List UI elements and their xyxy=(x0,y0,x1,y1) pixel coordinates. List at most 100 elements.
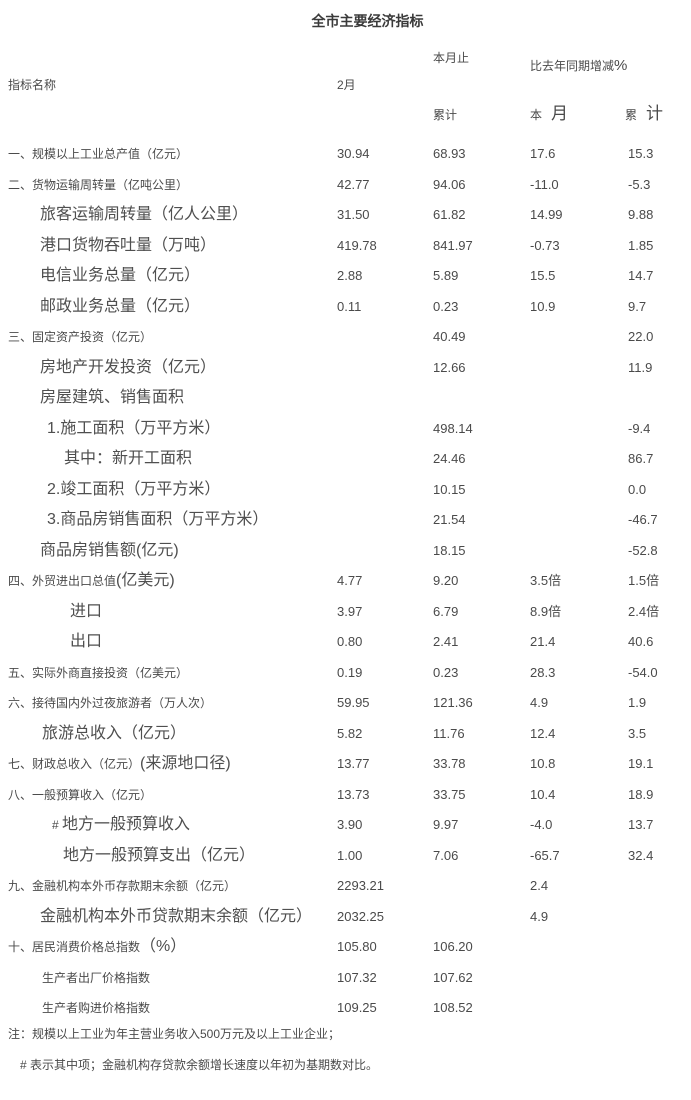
row-label-part: 五、实际外商直接投资（亿美元） xyxy=(8,665,189,680)
table-row: 二、货物运输周转量（亿吨公里） 42.77 94.06 -11.0 -5.3 xyxy=(0,170,691,201)
table-row: 四、外贸进出口总值(亿美元) 4.77 9.20 3.5倍 1.5倍 xyxy=(0,566,691,597)
cell-cumulative-value: 0.23 xyxy=(433,298,459,314)
change-month-char2: 月 xyxy=(551,104,569,123)
cell-change-cumulative-value: 32.4 xyxy=(628,847,654,863)
row-label: 九、金融机构本外币存款期末余额（亿元） xyxy=(0,871,236,902)
row-label-part: 生产者购进价格指数 xyxy=(42,1001,151,1015)
cell-change-month-value: 28.3 xyxy=(530,664,556,680)
table-row: 六、接待国内外过夜旅游者（万人次） 59.95 121.36 4.9 1.9 xyxy=(0,688,691,719)
row-label-part: 生产者出厂价格指数 xyxy=(42,970,151,985)
cell-change-cumulative-value: 18.9 xyxy=(628,786,654,802)
row-label-part: 邮政业务总量（亿元） xyxy=(40,297,201,315)
cell-cumulative-value: 61.82 xyxy=(433,207,466,222)
cell-month-value: 31.50 xyxy=(337,207,370,222)
table-row: 房地产开发投资（亿元） 12.66 11.9 xyxy=(0,353,691,384)
row-label-part: 房屋建筑、销售面积 xyxy=(40,389,185,406)
cell-change-cumulative-value: 9.88 xyxy=(628,207,654,222)
change-cum-char1: 累 xyxy=(625,108,638,122)
cell-cumulative-value: 6.79 xyxy=(433,603,459,619)
cell-month-value: 3.90 xyxy=(337,817,363,832)
row-label: 2.竣工面积（万平方米） xyxy=(0,475,220,506)
cell-change-cumulative-value: 1.5倍 xyxy=(628,573,660,588)
row-label: 生产者出厂价格指数 xyxy=(0,963,150,994)
row-label: 地方一般预算支出（亿元） xyxy=(0,841,255,872)
row-label-part: 地方一般预算支出（亿元） xyxy=(63,846,256,864)
row-label: 旅游总收入（亿元） xyxy=(0,719,186,750)
row-label: 房地产开发投资（亿元） xyxy=(0,353,216,384)
cell-cumulative-value: 21.54 xyxy=(433,512,466,527)
cell-change-cumulative-value: 13.7 xyxy=(628,817,654,832)
row-label-part: 六、接待国内外过夜旅游者（万人次） xyxy=(8,696,213,710)
row-label-part: 九、金融机构本外币存款期末余额（亿元） xyxy=(8,879,237,893)
column-header-change-cumulative: 累计 xyxy=(625,99,663,124)
row-label: 邮政业务总量（亿元） xyxy=(0,292,200,323)
row-label-part: 旅客运输周转量（亿人公里） xyxy=(40,206,249,223)
cell-change-cumulative-value: 40.6 xyxy=(628,634,654,649)
table-row: 电信业务总量（亿元） 2.88 5.89 15.5 14.7 xyxy=(0,261,691,292)
row-label: 二、货物运输周转量（亿吨公里） xyxy=(0,170,188,201)
cell-month-value: 59.95 xyxy=(337,695,370,710)
cell-change-cumulative-value: 22.0 xyxy=(628,329,654,344)
cell-cumulative-value: 0.23 xyxy=(433,664,459,680)
column-header-cumulative-line1: 本月止 xyxy=(433,51,470,65)
cell-cumulative-value: 24.46 xyxy=(433,451,466,466)
table-row: 进口 3.97 6.79 8.9倍 2.4倍 xyxy=(0,597,691,628)
cell-month-value: 5.82 xyxy=(337,725,363,741)
cell-cumulative-value: 2.41 xyxy=(433,634,459,649)
cell-cumulative-value: 7.06 xyxy=(433,847,459,863)
cell-cumulative-value: 108.52 xyxy=(433,1000,473,1015)
cell-change-cumulative-value: 0.0 xyxy=(628,481,647,497)
table-row: 生产者购进价格指数 109.25 108.52 xyxy=(0,993,691,1024)
table-row: 旅客运输周转量（亿人公里） 31.50 61.82 14.99 9.88 xyxy=(0,200,691,231)
row-label-part: 旅游总收入（亿元） xyxy=(42,724,187,742)
cell-change-cumulative-value: 19.1 xyxy=(628,756,654,771)
table-row: 旅游总收入（亿元） 5.82 11.76 12.4 3.5 xyxy=(0,719,691,750)
cell-change-month-value: 4.9 xyxy=(530,908,549,924)
cell-change-month-value: 10.9 xyxy=(530,298,556,314)
cell-cumulative-value: 841.97 xyxy=(433,237,473,253)
cell-cumulative-value: 10.15 xyxy=(433,481,466,497)
table-row: 港口货物吞吐量（万吨） 419.78 841.97 -0.73 1.85 xyxy=(0,231,691,262)
row-label: # 地方一般预算收入 xyxy=(0,810,190,841)
row-label-part: 地方一般预算收入 xyxy=(62,816,191,833)
table-row: 商品房销售额(亿元) 18.15 -52.8 xyxy=(0,536,691,567)
change-month-char1: 本 xyxy=(530,108,543,122)
footnote-hash: # 表示其中项；金融机构存贷款余额增长速度以年初为基期数对比。 xyxy=(20,1058,379,1072)
row-label-part: 出口 xyxy=(70,633,103,650)
cell-change-cumulative-value: 11.9 xyxy=(628,359,653,375)
row-label: 四、外贸进出口总值(亿美元) xyxy=(0,566,175,597)
cell-change-month-value: 17.6 xyxy=(530,146,556,161)
cell-change-month-value: 3.5倍 xyxy=(530,573,562,588)
row-label-part: 八、一般预算收入（亿元） xyxy=(8,787,153,802)
cell-month-value: 30.94 xyxy=(337,146,370,161)
cell-month-value: 109.25 xyxy=(337,1000,377,1015)
table-row: 五、实际外商直接投资（亿美元） 0.19 0.23 28.3 -54.0 xyxy=(0,658,691,689)
table-row: 八、一般预算收入（亿元） 13.73 33.75 10.4 18.9 xyxy=(0,780,691,811)
cell-cumulative-value: 9.97 xyxy=(433,817,459,832)
row-label-part: 金融机构本外币贷款期末余额（亿元） xyxy=(40,907,313,925)
cell-cumulative-value: 40.49 xyxy=(433,329,466,344)
cell-change-cumulative-value: -52.8 xyxy=(628,542,658,558)
row-label: 十、居民消费价格总指数（%） xyxy=(0,932,186,963)
table-row: 邮政业务总量（亿元） 0.11 0.23 10.9 9.7 xyxy=(0,292,691,323)
cell-change-month-value: -0.73 xyxy=(530,237,560,253)
cell-cumulative-value: 106.20 xyxy=(433,939,473,954)
cell-change-cumulative-value: -46.7 xyxy=(628,512,658,527)
row-label: 三、固定资产投资（亿元） xyxy=(0,322,152,353)
footnote-scope: 注：规模以上工业为年主营业务收入500万元及以上工业企业； xyxy=(8,1027,341,1041)
cell-change-month-value: -65.7 xyxy=(530,847,560,863)
table-row: 一、规模以上工业总产值（亿元） 30.94 68.93 17.6 15.3 xyxy=(0,139,691,170)
cell-month-value: 2293.21 xyxy=(337,878,384,893)
cell-change-month-value: 14.99 xyxy=(530,207,563,222)
row-label-part: 2.竣工面积（万平方米） xyxy=(47,480,221,498)
cell-change-month-value: 10.4 xyxy=(530,786,556,802)
row-label: 港口货物吞吐量（万吨） xyxy=(0,231,216,262)
page-title: 全市主要经济指标 xyxy=(311,13,424,29)
cell-change-cumulative-value: 2.4倍 xyxy=(628,603,660,619)
cell-cumulative-value: 12.66 xyxy=(433,359,466,375)
cell-month-value: 13.77 xyxy=(337,756,370,771)
row-label-part: (来源地口径) xyxy=(140,755,231,772)
cell-cumulative-value: 5.89 xyxy=(433,268,459,283)
row-label-part: 三、固定资产投资（亿元） xyxy=(8,330,153,344)
cell-change-cumulative-value: 9.7 xyxy=(628,298,647,314)
